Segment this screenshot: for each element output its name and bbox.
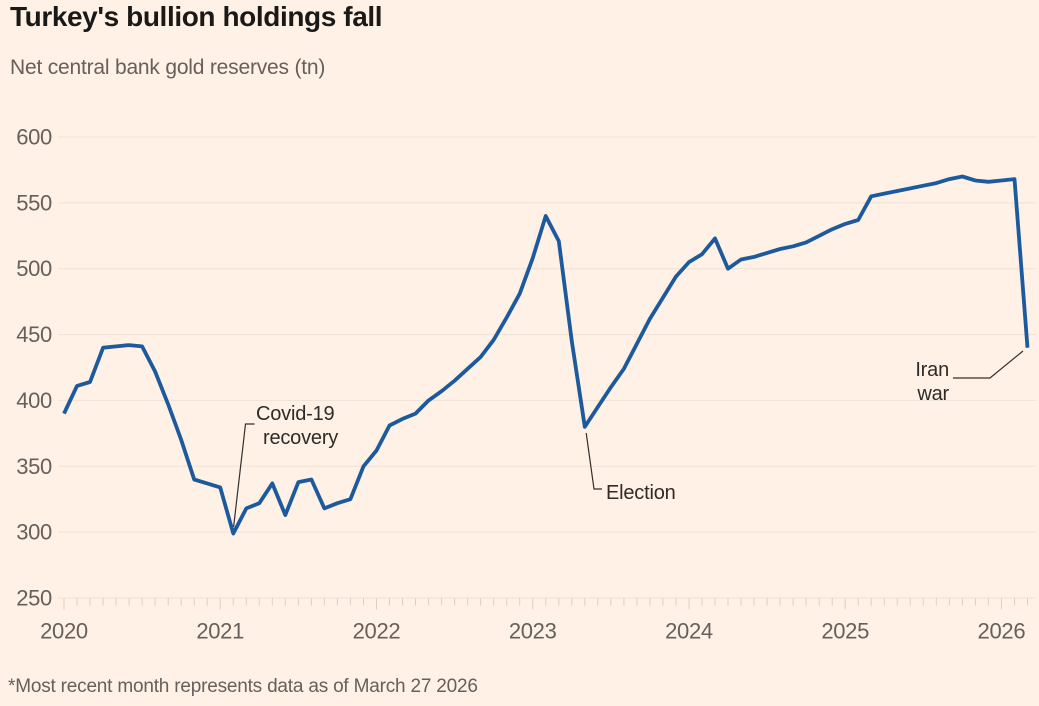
y-axis-labels: 250 300 350 400 450 500 550 600 [16, 125, 52, 611]
x-axis-year-label: 2025 [821, 619, 869, 644]
gridlines [58, 136, 1036, 599]
iran-war-leader-line [953, 350, 1024, 379]
covid-recovery-leader-line [233, 423, 255, 528]
chart-footnote: *Most recent month represents data as of… [8, 676, 478, 697]
annotation-covid-recovery: Covid-19 recovery [233, 403, 338, 528]
election-label: Election [606, 482, 676, 504]
covid-recovery-label-line1: Covid-19 [256, 403, 335, 425]
annotation-iran-war: Iran war [915, 350, 1024, 405]
x-axis-year-label: 2021 [196, 619, 244, 644]
chart-subtitle: Net central bank gold reserves (tn) [10, 56, 326, 79]
x-axis-year-label: 2024 [665, 619, 713, 644]
gold-reserves-line [62, 174, 1030, 536]
x-axis-year-label: 2023 [509, 619, 557, 644]
iran-war-label-line2: war [916, 383, 949, 405]
chart-title: Turkey's bullion holdings fall [10, 1, 383, 32]
election-leader-line [585, 432, 602, 490]
annotation-election: Election [585, 432, 676, 504]
y-axis-label: 550 [16, 190, 52, 215]
x-axis-year-labels: 2020 2021 2022 2023 2024 2025 2026 [40, 619, 1026, 644]
x-axis-year-label: 2020 [40, 619, 88, 644]
iran-war-label-line1: Iran [915, 359, 949, 381]
x-axis-year-label: 2026 [978, 619, 1026, 644]
y-axis-label: 500 [16, 256, 52, 281]
y-axis-label: 350 [16, 454, 52, 479]
y-axis-label: 300 [16, 520, 52, 545]
x-axis-year-label: 2022 [353, 619, 401, 644]
y-axis-label: 250 [16, 586, 52, 611]
y-axis-label: 450 [16, 322, 52, 347]
y-axis-label: 400 [16, 388, 52, 413]
y-axis-label: 600 [16, 125, 52, 150]
x-axis-month-ticks [63, 598, 1028, 610]
covid-recovery-label-line2: recovery [263, 427, 338, 449]
